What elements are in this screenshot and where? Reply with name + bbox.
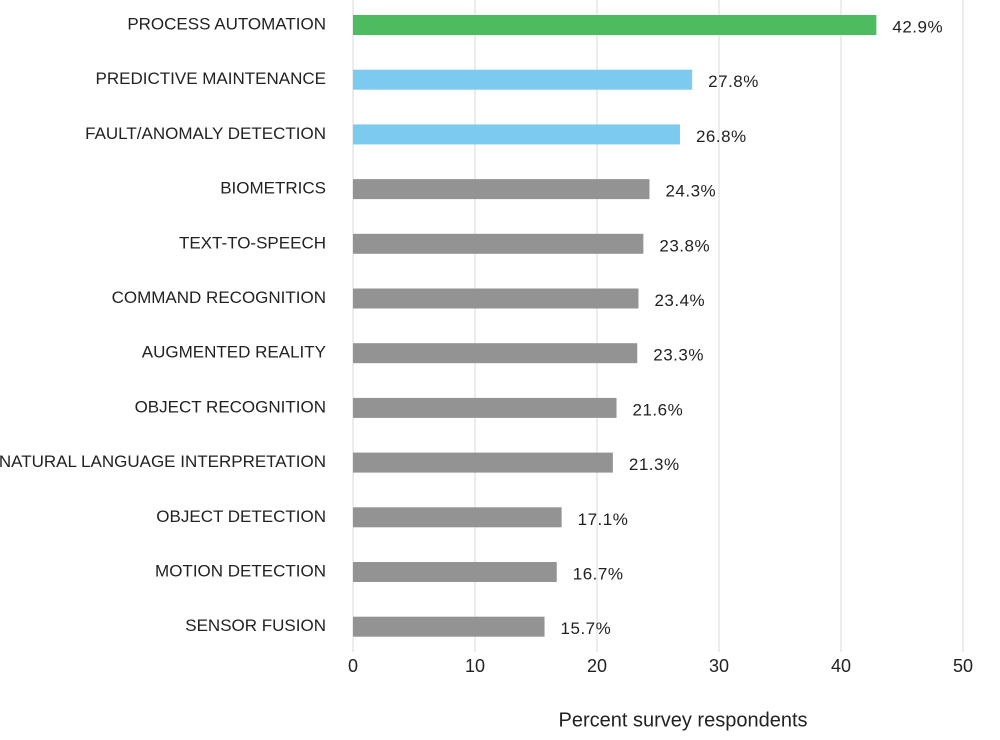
value-label: 23.4% <box>654 291 705 310</box>
y-tick-label: TEXT-TO-SPEECH <box>179 233 326 252</box>
y-tick-label: COMMAND RECOGNITION <box>112 288 326 307</box>
y-tick-label: BIOMETRICS <box>220 179 326 198</box>
bar <box>353 124 680 145</box>
bar <box>353 15 877 35</box>
bar <box>353 507 562 528</box>
bar <box>353 616 545 637</box>
value-label: 16.7% <box>573 564 624 583</box>
y-tick-label: AUGMENTED REALITY <box>142 343 326 362</box>
x-tick-label: 0 <box>348 656 358 676</box>
bar <box>353 452 613 473</box>
x-axis-title: Percent survey respondents <box>558 709 807 731</box>
y-tick-label: OBJECT DETECTION <box>156 507 326 526</box>
bar <box>353 233 644 254</box>
value-label: 17.1% <box>578 510 629 529</box>
value-label: 42.9% <box>892 17 943 36</box>
value-label: 21.6% <box>633 400 684 419</box>
bar <box>353 288 639 309</box>
value-label: 26.8% <box>696 127 747 146</box>
y-tick-label: PREDICTIVE MAINTENANCE <box>96 69 326 88</box>
value-label: 15.7% <box>561 619 612 638</box>
y-tick-label: PROCESS AUTOMATION <box>127 14 326 33</box>
x-tick-label: 20 <box>587 656 607 676</box>
y-tick-label: OBJECT RECOGNITION <box>135 397 326 416</box>
y-tick-label: NATURAL LANGUAGE INTERPRETATION <box>0 452 326 471</box>
value-label: 24.3% <box>665 182 716 201</box>
bar <box>353 179 650 200</box>
x-tick-label: 50 <box>953 656 973 676</box>
value-label: 23.8% <box>659 236 710 255</box>
value-label: 23.3% <box>653 346 704 365</box>
bar <box>353 69 693 90</box>
x-tick-label: 10 <box>465 656 485 676</box>
x-tick-label: 30 <box>709 656 729 676</box>
bar <box>353 397 617 418</box>
bar <box>353 343 638 364</box>
bar <box>353 562 557 582</box>
y-tick-label: MOTION DETECTION <box>155 561 326 580</box>
y-tick-label: SENSOR FUSION <box>185 616 326 635</box>
value-label: 27.8% <box>708 72 759 91</box>
value-label: 21.3% <box>629 455 680 474</box>
x-tick-label: 40 <box>831 656 851 676</box>
y-tick-label: FAULT/ANOMALY DETECTION <box>85 124 326 143</box>
